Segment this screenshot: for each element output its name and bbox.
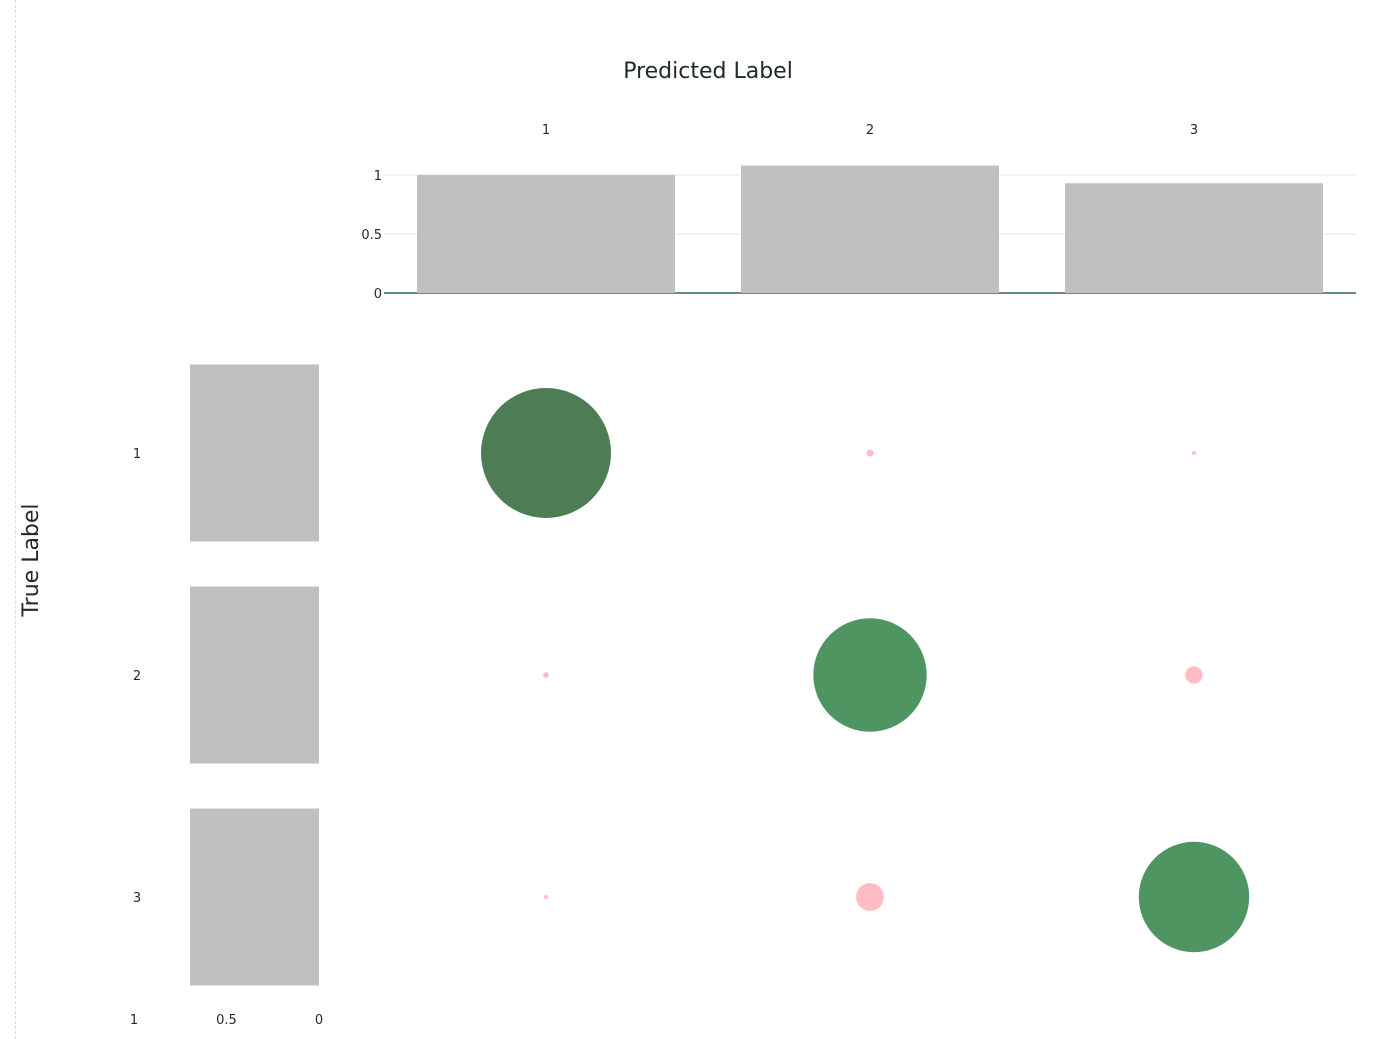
misclassification-bubble: [543, 672, 549, 678]
top-marginal-ticks: 00.51: [361, 169, 382, 302]
matrix-bubbles: [481, 388, 1250, 953]
correct-prediction-bubble: [1138, 841, 1250, 953]
top-marginal-bars: [417, 165, 1323, 293]
predicted-category-label: 1: [542, 123, 550, 138]
misclassification-bubble: [866, 449, 874, 457]
left-marginal-bar: [190, 586, 319, 764]
correct-prediction-bubble: [813, 618, 927, 732]
misclassification-bubble: [1185, 666, 1203, 684]
left-marginal-tick-label: 1: [130, 1013, 138, 1028]
x-axis-title: Predicted Label: [623, 59, 793, 84]
left-marginal-bar: [190, 364, 319, 542]
left-marginal-bars: [190, 364, 319, 986]
top-marginal-bar: [1065, 183, 1323, 293]
left-marginal-tick-label: 0.5: [216, 1013, 237, 1028]
top-marginal-bar: [417, 175, 675, 293]
top-marginal-tick-label: 1: [374, 169, 382, 184]
predicted-category-label: 2: [866, 123, 874, 138]
left-marginal-bar: [190, 808, 319, 986]
top-marginal-bar: [741, 165, 999, 293]
predicted-category-label: 3: [1190, 123, 1198, 138]
top-marginal-tick-label: 0: [374, 287, 382, 302]
top-marginal-tick-label: 0.5: [361, 228, 382, 243]
true-category-label: 2: [133, 669, 141, 684]
page-left-rule: [15, 0, 16, 1039]
correct-prediction-bubble: [481, 388, 611, 518]
true-category-label: 3: [133, 891, 141, 906]
left-marginal-tick-label: 0: [315, 1013, 323, 1028]
true-category-label: 1: [133, 447, 141, 462]
misclassification-bubble: [856, 883, 884, 911]
predicted-category-labels: 1 2 3: [542, 123, 1198, 138]
misclassification-bubble: [544, 895, 548, 899]
y-axis-title: True Label: [19, 503, 44, 617]
left-marginal-ticks: 1 0.5 0: [130, 1013, 323, 1028]
misclassification-bubble: [1192, 451, 1196, 455]
true-category-labels: 1 2 3: [133, 447, 141, 906]
